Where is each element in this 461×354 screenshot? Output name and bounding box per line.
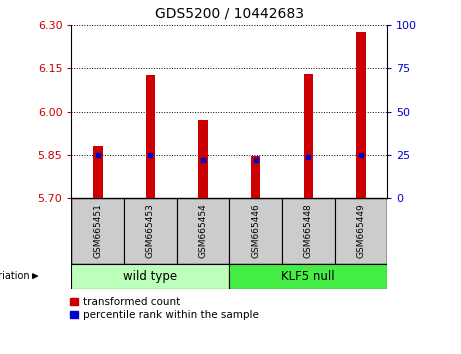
Text: GSM665451: GSM665451 [93, 204, 102, 258]
Legend: transformed count, percentile rank within the sample: transformed count, percentile rank withi… [70, 297, 259, 320]
Text: GSM665448: GSM665448 [304, 204, 313, 258]
Bar [335, 198, 387, 264]
Bar [229, 198, 282, 264]
Bar [71, 264, 229, 289]
Bar [71, 198, 124, 264]
Text: GSM665449: GSM665449 [356, 204, 366, 258]
Bar [356, 32, 366, 198]
Text: GSM665454: GSM665454 [199, 204, 207, 258]
Title: GDS5200 / 10442683: GDS5200 / 10442683 [155, 7, 304, 21]
Bar [229, 264, 387, 289]
Bar [124, 198, 177, 264]
Bar [93, 146, 102, 198]
Bar [177, 198, 229, 264]
Text: KLF5 null: KLF5 null [282, 270, 335, 282]
Text: GSM665453: GSM665453 [146, 204, 155, 258]
Text: GSM665446: GSM665446 [251, 204, 260, 258]
Bar [146, 75, 155, 198]
Text: wild type: wild type [124, 270, 177, 282]
Bar [282, 198, 335, 264]
Bar [198, 120, 208, 198]
Text: genotype/variation: genotype/variation [0, 271, 30, 281]
Bar [251, 156, 260, 198]
Bar [303, 74, 313, 198]
